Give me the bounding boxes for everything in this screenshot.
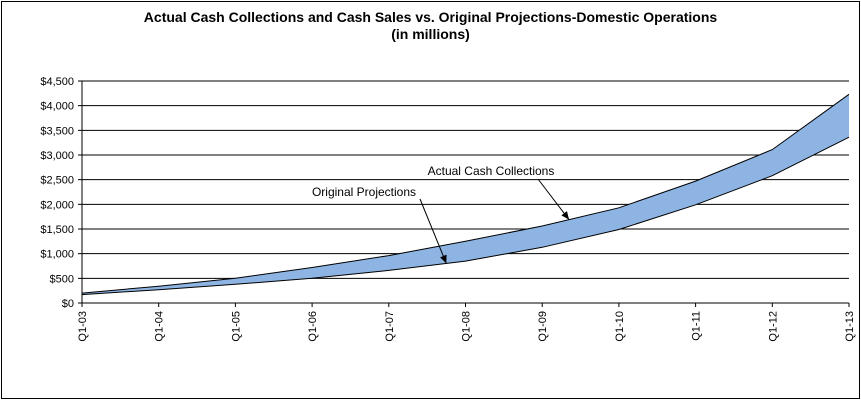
x-tick-label: Q1-03 bbox=[77, 311, 89, 342]
x-tick-label: Q1-08 bbox=[461, 311, 473, 342]
y-tick-label: $3,000 bbox=[40, 150, 74, 162]
y-tick-label: $2,000 bbox=[40, 199, 74, 211]
x-tick-label: Q1-04 bbox=[154, 311, 166, 342]
x-tick-label: Q1-11 bbox=[691, 311, 703, 341]
chart-subtitle: (in millions) bbox=[391, 26, 470, 42]
x-tick-label: Q1-06 bbox=[307, 311, 319, 342]
y-tick-label: $1,000 bbox=[40, 249, 74, 261]
x-tick-label: Q1-13 bbox=[844, 311, 856, 342]
annotation-arrow-head bbox=[440, 254, 447, 264]
y-tick-label: $1,500 bbox=[40, 224, 74, 236]
annotation-arrow-head bbox=[561, 211, 570, 220]
area-band bbox=[82, 94, 849, 295]
y-tick-label: $0 bbox=[62, 298, 74, 310]
y-tick-label: $4,000 bbox=[40, 101, 74, 113]
chart-title-block: Actual Cash Collections and Cash Sales v… bbox=[0, 9, 861, 43]
y-tick-label: $4,500 bbox=[40, 76, 74, 88]
annotation-actual-cash-collections: Actual Cash Collections bbox=[428, 164, 555, 178]
annotation-arrow-line bbox=[419, 198, 447, 264]
x-tick-label: Q1-12 bbox=[767, 311, 779, 342]
x-tick-label: Q1-09 bbox=[537, 311, 549, 342]
y-tick-label: $2,500 bbox=[40, 175, 74, 187]
chart-title: Actual Cash Collections and Cash Sales v… bbox=[143, 9, 718, 25]
series-line-original-projections bbox=[81, 136, 850, 296]
x-tick-label: Q1-10 bbox=[614, 311, 626, 342]
y-tick-label: $500 bbox=[50, 273, 74, 285]
annotation-original-projections: Original Projections bbox=[312, 185, 416, 199]
x-tick-label: Q1-07 bbox=[384, 311, 396, 342]
series-line-actual-cash-collections bbox=[81, 93, 850, 294]
y-tick-label: $3,500 bbox=[40, 125, 74, 137]
annotation-arrow-line bbox=[537, 178, 570, 220]
x-tick-label: Q1-05 bbox=[230, 311, 242, 342]
